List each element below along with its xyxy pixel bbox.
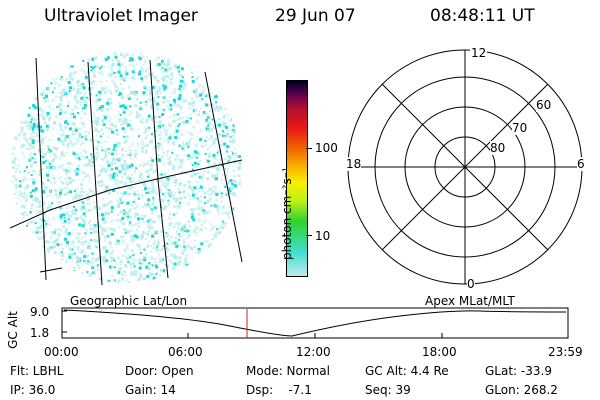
mlt-label-12: 12 (470, 46, 488, 60)
gc-altitude-timeline (61, 307, 569, 339)
glat-readout: GLat: -33.9 (485, 364, 552, 378)
mlt-label-6: 6 (577, 157, 585, 171)
mlt-label-18: 18 (346, 157, 362, 171)
gc-alt-readout: GC Alt: 4.4 Re (365, 364, 449, 378)
colorbar-unit-label: photon cm⁻²s⁻¹ (280, 167, 294, 260)
mlat-label-70: 70 (512, 121, 528, 135)
timeline-x-tickmarks (61, 310, 569, 338)
filter-readout: Flt: LBHL (10, 364, 64, 378)
timeline-xtick-2359: 23:59 (548, 345, 583, 359)
timeline-right-label: Apex MLat/MLT (425, 294, 515, 308)
geographic-image-panel (10, 51, 243, 286)
timeline-axis-label: GC Alt (5, 311, 20, 349)
colorbar-tickmark-10 (306, 235, 312, 236)
dsp-readout: Dsp: -7.1 (246, 383, 312, 397)
mode-readout: Mode: Normal (246, 364, 330, 378)
timeline-xtick-1200: 12:00 (296, 345, 331, 359)
timeline-xtick-0000: 00:00 (44, 345, 79, 359)
intensity-colorbar (286, 80, 308, 277)
timeline-ytick-1.8: 1.8 (30, 326, 50, 340)
colorbar-tickmark-100 (306, 148, 312, 149)
timeline-ytick-9: 9.0 (30, 305, 50, 319)
gc-altitude-curve (63, 309, 567, 337)
gain-readout: Gain: 14 (125, 383, 176, 397)
colorbar-tick-10: 10 (315, 229, 331, 243)
mlat-label-60: 60 (536, 98, 552, 112)
mlt-label-0: 0 (467, 277, 475, 291)
mlat-label-80: 80 (490, 141, 506, 155)
timeline-left-label: Geographic Lat/Lon (70, 294, 188, 308)
polar-diagonal-2 (381, 83, 549, 251)
polar-mlat-mlt-plot (347, 49, 583, 285)
ip-readout: IP: 36.0 (10, 383, 56, 397)
observation-time: 08:48:11 UT (430, 6, 535, 26)
observation-date: 29 Jun 07 (275, 6, 356, 26)
timeline-xtick-0600: 06:00 (168, 345, 203, 359)
timeline-xtick-1800: 18:00 (422, 345, 457, 359)
geographic-grid-lines (10, 57, 243, 286)
door-readout: Door: Open (125, 364, 194, 378)
seq-readout: Seq: 39 (365, 383, 411, 397)
instrument-title: Ultraviolet Imager (44, 6, 198, 26)
colorbar-tick-100: 100 (315, 141, 338, 155)
glon-readout: GLon: 268.2 (485, 383, 558, 397)
